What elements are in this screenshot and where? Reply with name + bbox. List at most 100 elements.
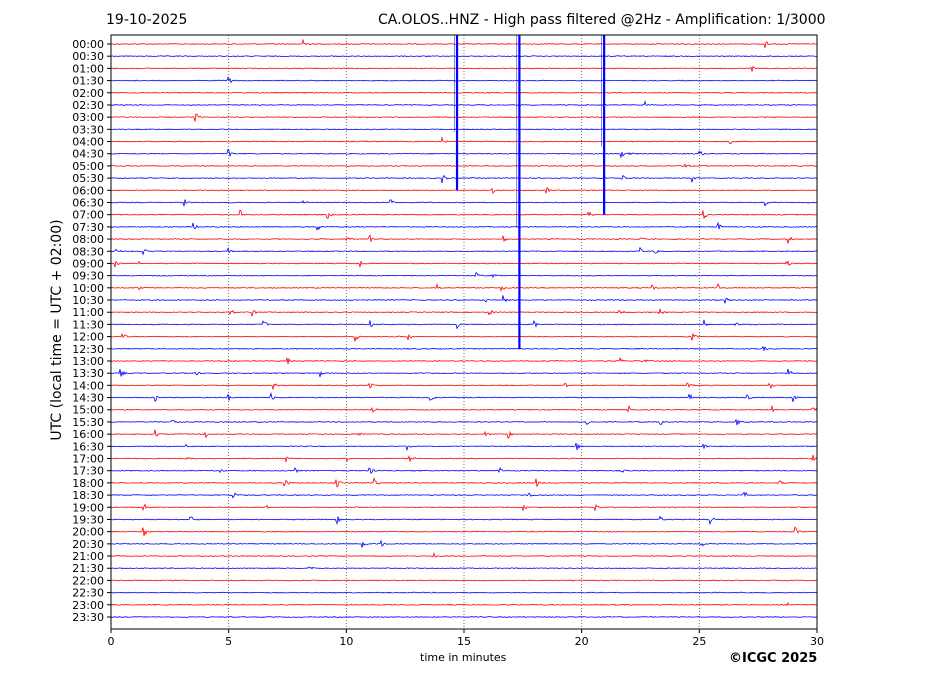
y-tick-label: 02:00 bbox=[72, 87, 104, 100]
trace-row-0900 bbox=[110, 260, 818, 268]
y-tick-label: 23:30 bbox=[72, 611, 104, 624]
copyright: ©ICGC 2025 bbox=[729, 651, 818, 666]
large-event-signal bbox=[603, 35, 606, 215]
trace-row-0830 bbox=[111, 246, 818, 256]
x-tick-label: 5 bbox=[225, 635, 232, 648]
y-tick-label: 02:30 bbox=[72, 99, 104, 112]
trace-row-2300 bbox=[110, 601, 818, 607]
y-tick-label: 15:30 bbox=[72, 416, 104, 429]
y-tick-label: 17:00 bbox=[72, 453, 104, 466]
trace-row-0300 bbox=[110, 113, 818, 122]
y-tick-label: 01:00 bbox=[72, 62, 104, 75]
y-tick-label: 14:30 bbox=[72, 392, 104, 405]
y-tick-label: 18:00 bbox=[72, 477, 104, 490]
y-tick-label: 07:00 bbox=[72, 209, 104, 222]
trace-row-0130 bbox=[110, 76, 817, 84]
y-tick-label: 03:30 bbox=[72, 123, 104, 136]
y-tick-label: 14:00 bbox=[72, 379, 104, 392]
trace-row-1400 bbox=[110, 382, 818, 390]
trace-row-2200 bbox=[110, 579, 818, 582]
trace-row-2330 bbox=[110, 616, 818, 618]
y-tick-label: 11:00 bbox=[72, 306, 104, 319]
trace-row-0330 bbox=[110, 128, 818, 131]
y-tick-label: 13:30 bbox=[72, 367, 104, 380]
y-tick-label: 12:30 bbox=[72, 343, 104, 356]
y-tick-label: 16:00 bbox=[72, 428, 104, 441]
y-tick-label: 15:00 bbox=[72, 404, 104, 417]
trace-row-1130 bbox=[110, 319, 817, 330]
trace-row-0600 bbox=[110, 186, 818, 195]
trace-row-1700 bbox=[110, 454, 818, 464]
trace-row-1530 bbox=[110, 418, 818, 426]
trace-row-2230 bbox=[110, 591, 818, 594]
trace-row-0430 bbox=[110, 148, 818, 158]
y-tick-label: 04:00 bbox=[72, 136, 104, 149]
y-tick-label: 18:30 bbox=[72, 489, 104, 502]
trace-row-2000 bbox=[110, 526, 818, 537]
y-tick-label: 17:30 bbox=[72, 465, 104, 478]
trace-row-0030 bbox=[111, 55, 817, 58]
y-tick-label: 10:30 bbox=[72, 294, 104, 307]
y-tick-label: 00:30 bbox=[72, 50, 104, 63]
y-tick-label: 07:30 bbox=[72, 221, 104, 234]
x-tick-label: 25 bbox=[692, 635, 706, 648]
trace-row-1100 bbox=[110, 308, 818, 317]
trace-row-0100 bbox=[110, 65, 818, 72]
trace-row-1030 bbox=[111, 295, 818, 304]
trace-row-0930 bbox=[111, 271, 818, 279]
plot-date: 19-10-2025 bbox=[106, 12, 188, 28]
y-tick-label: 20:00 bbox=[72, 526, 104, 539]
large-event-signal bbox=[455, 35, 459, 191]
trace-row-0630 bbox=[110, 199, 817, 207]
trace-row-1000 bbox=[110, 282, 818, 293]
trace-row-2130 bbox=[110, 566, 818, 570]
x-tick-label: 10 bbox=[339, 635, 353, 648]
y-tick-label: 21:30 bbox=[72, 562, 104, 575]
trace-row-0200 bbox=[110, 91, 818, 94]
y-tick-label: 23:00 bbox=[72, 599, 104, 612]
large-event-signal bbox=[518, 35, 521, 349]
y-tick-label: 20:30 bbox=[72, 538, 104, 551]
trace-row-0700 bbox=[111, 209, 818, 219]
x-tick-label: 0 bbox=[108, 635, 115, 648]
x-tick-label: 30 bbox=[810, 635, 824, 648]
trace-row-0530 bbox=[110, 174, 818, 183]
trace-row-1330 bbox=[110, 368, 818, 378]
x-tick-label: 20 bbox=[575, 635, 589, 648]
x-tick-label: 15 bbox=[457, 635, 471, 648]
y-tick-label: 12:00 bbox=[72, 331, 104, 344]
trace-row-0400 bbox=[110, 136, 818, 145]
y-tick-label: 08:30 bbox=[72, 245, 104, 258]
trace-row-2100 bbox=[110, 552, 817, 558]
y-tick-label: 22:30 bbox=[72, 587, 104, 600]
trace-row-2030 bbox=[110, 539, 818, 548]
y-tick-label: 19:30 bbox=[72, 513, 104, 526]
y-tick-label: 08:00 bbox=[72, 233, 104, 246]
y-tick-label: 10:00 bbox=[72, 282, 104, 295]
trace-row-1600 bbox=[110, 429, 818, 439]
trace-row-1630 bbox=[110, 442, 817, 451]
x-axis-label: time in minutes bbox=[420, 651, 507, 664]
trace-row-0800 bbox=[110, 234, 818, 244]
trace-row-1930 bbox=[110, 515, 818, 526]
y-tick-label: 19:00 bbox=[72, 501, 104, 514]
y-tick-label: 00:00 bbox=[72, 38, 104, 51]
y-tick-label: 11:30 bbox=[72, 318, 104, 331]
plot-title: CA.OLOS..HNZ - High pass filtered @2Hz -… bbox=[378, 12, 826, 28]
y-tick-label: 09:30 bbox=[72, 270, 104, 283]
y-tick-label: 21:00 bbox=[72, 550, 104, 563]
trace-row-1300 bbox=[110, 356, 818, 365]
trace-row-1730 bbox=[110, 466, 818, 475]
y-tick-label: 05:30 bbox=[72, 172, 104, 185]
y-tick-label: 05:00 bbox=[72, 160, 104, 173]
y-tick-label: 01:30 bbox=[72, 75, 104, 88]
y-tick-label: 06:30 bbox=[72, 196, 104, 209]
trace-row-1800 bbox=[110, 476, 818, 488]
y-tick-label: 09:00 bbox=[72, 257, 104, 270]
y-tick-label: 03:00 bbox=[72, 111, 104, 124]
y-tick-label: 22:00 bbox=[72, 574, 104, 587]
trace-row-1430 bbox=[110, 392, 818, 402]
trace-row-0730 bbox=[110, 221, 818, 231]
trace-row-1200 bbox=[110, 332, 818, 342]
